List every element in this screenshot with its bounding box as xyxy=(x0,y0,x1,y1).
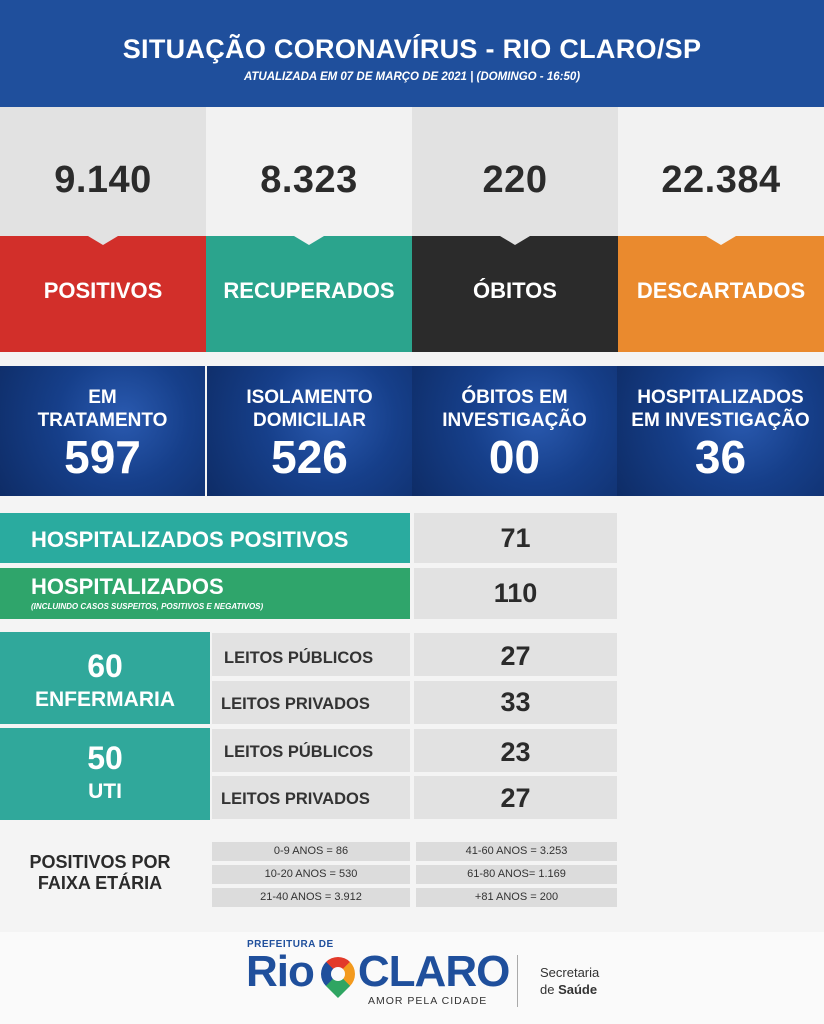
logo-rio-claro: Rio CLARO xyxy=(246,947,510,997)
uti-publicos-label: LEITOS PÚBLICOS xyxy=(212,729,410,772)
card-label: TRATAMENTO xyxy=(37,410,168,431)
stat-recuperados: 8.323 RECUPERADOS xyxy=(206,107,412,352)
card-label: EM xyxy=(88,387,117,408)
logo-tagline: AMOR PELA CIDADE xyxy=(368,995,488,1007)
enfermaria-privados-value: 33 xyxy=(414,681,617,724)
card-label: EM INVESTIGAÇÃO xyxy=(631,410,810,431)
row-note: (INCLUINDO CASOS SUSPEITOS, POSITIVOS E … xyxy=(31,602,264,611)
page-title: SITUAÇÃO CORONAVÍRUS - RIO CLARO/SP xyxy=(122,34,702,64)
card-value: 597 xyxy=(64,431,141,483)
secretaria-text: Secretaria xyxy=(540,965,600,980)
enfermaria-label: ENFERMARIA xyxy=(35,688,175,711)
header-banner: SITUAÇÃO CORONAVÍRUS - RIO CLARO/SP ATUA… xyxy=(0,0,824,107)
card-label: INVESTIGAÇÃO xyxy=(442,410,587,431)
age-group-item: 10-20 ANOS = 530 xyxy=(212,865,410,884)
card-label: DOMICILIAR xyxy=(253,410,366,431)
card-label: HOSPITALIZADOS xyxy=(637,387,804,408)
stat-label: RECUPERADOS xyxy=(223,278,395,303)
card-hospitalizados-investigacao: HOSPITALIZADOS EM INVESTIGAÇÃO 36 xyxy=(617,366,824,496)
stat-label: DESCARTADOS xyxy=(636,278,806,303)
age-groups-title: POSITIVOS POR FAIXA ETÁRIA xyxy=(0,852,200,894)
uti-publicos-value: 23 xyxy=(414,729,617,772)
saude-label: Saúde xyxy=(558,982,598,997)
card-value: 36 xyxy=(694,431,747,483)
stat-obitos: 220 ÓBITOS xyxy=(412,107,618,352)
enfermaria-block: 60 ENFERMARIA xyxy=(0,632,210,724)
uti-block: 50 UTI xyxy=(0,728,210,820)
uti-privados-label: LEITOS PRIVADOS xyxy=(212,776,410,819)
saude-text: de Saúde xyxy=(540,982,597,997)
hospitalizados-label: HOSPITALIZADOS (INCLUINDO CASOS SUSPEITO… xyxy=(0,568,410,619)
card-label: ISOLAMENTO xyxy=(246,387,373,408)
enfermaria-publicos-value: 27 xyxy=(414,633,617,676)
age-title-line: FAIXA ETÁRIA xyxy=(37,873,163,893)
uti-total: 50 xyxy=(87,740,123,776)
hospitalizados-positivos-value: 71 xyxy=(414,513,617,563)
notch-arrow xyxy=(294,236,324,245)
stat-label: POSITIVOS xyxy=(43,278,163,303)
card-em-tratamento: EM TRATAMENTO 597 xyxy=(0,366,205,496)
card-value: 526 xyxy=(271,431,348,483)
age-group-item: 21-40 ANOS = 3.912 xyxy=(212,888,410,907)
card-isolamento: ISOLAMENTO DOMICILIAR 526 xyxy=(207,366,412,496)
stat-value: 22.384 xyxy=(661,159,781,201)
card-value: 00 xyxy=(488,431,541,483)
enfermaria-publicos-label: LEITOS PÚBLICOS xyxy=(212,633,410,676)
notch-arrow xyxy=(500,236,530,245)
age-title-line: POSITIVOS POR xyxy=(29,852,171,872)
logo-text-rio: Rio xyxy=(246,947,315,996)
card-obitos-investigacao: ÓBITOS EM INVESTIGAÇÃO 00 xyxy=(412,366,617,496)
logo-prefeitura-text: PREFEITURA DE xyxy=(247,939,334,950)
notch-arrow xyxy=(88,236,118,245)
age-group-item: 61-80 ANOS= 1.169 xyxy=(416,865,617,884)
stat-value: 220 xyxy=(482,159,548,201)
stat-descartados: 22.384 DESCARTADOS xyxy=(618,107,824,352)
notch-arrow xyxy=(706,236,736,245)
update-timestamp: ATUALIZADA EM 07 DE MARÇO DE 2021 | (DOM… xyxy=(243,71,581,83)
stat-value: 9.140 xyxy=(54,159,152,201)
stat-label: ÓBITOS xyxy=(473,278,557,303)
card-label: ÓBITOS EM xyxy=(461,387,568,408)
uti-privados-value: 27 xyxy=(414,776,617,819)
enfermaria-total: 60 xyxy=(87,648,123,684)
row-label: HOSPITALIZADOS POSITIVOS xyxy=(31,527,349,552)
stat-positivos: 9.140 POSITIVOS xyxy=(0,107,206,352)
hospitalizados-value: 110 xyxy=(414,568,617,619)
enfermaria-privados-label: LEITOS PRIVADOS xyxy=(212,681,410,724)
age-group-item: 0-9 ANOS = 86 xyxy=(212,842,410,861)
row-label: HOSPITALIZADOS xyxy=(31,574,224,599)
stat-value: 8.323 xyxy=(260,159,358,201)
uti-label: UTI xyxy=(88,780,122,803)
footer-divider xyxy=(517,955,518,1007)
hospitalizados-positivos-label: HOSPITALIZADOS POSITIVOS xyxy=(0,513,410,563)
footer xyxy=(0,932,824,1024)
logo-text-claro: CLARO xyxy=(357,947,510,996)
age-group-item: 41-60 ANOS = 3.253 xyxy=(416,842,617,861)
de-text: de xyxy=(540,982,559,997)
age-group-item: +81 ANOS = 200 xyxy=(416,888,617,907)
